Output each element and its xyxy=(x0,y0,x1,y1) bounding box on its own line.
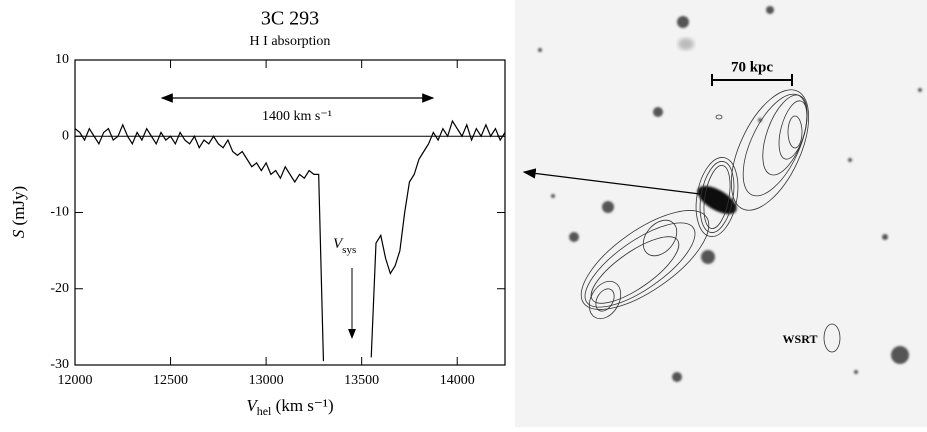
y-tick-label: -30 xyxy=(50,357,69,372)
radio-optical-image: 70 kpc WSRT xyxy=(515,0,927,427)
y-tick-label: -20 xyxy=(50,281,69,296)
pointer-arrow xyxy=(522,168,701,195)
text-part: (mJy) xyxy=(9,186,28,230)
text-part: S xyxy=(9,229,28,238)
x-axis-label: Vhel (km s⁻¹) xyxy=(246,396,333,418)
x-tick-label: 13500 xyxy=(344,373,379,388)
x-tick-label: 13000 xyxy=(249,373,284,388)
vsys-label: Vsys xyxy=(333,236,356,255)
beam-label: WSRT xyxy=(783,332,818,346)
x-tick-label: 14000 xyxy=(440,373,475,388)
x-tick-label: 12500 xyxy=(153,373,188,388)
text-part: sys xyxy=(342,244,356,256)
chart-subtitle: H I absorption xyxy=(250,34,331,49)
text-part: (km s⁻¹) xyxy=(271,396,333,415)
chart-title: 3C 293 xyxy=(261,8,319,30)
scale-label: 70 kpc xyxy=(731,59,773,75)
text-part: hel xyxy=(257,404,272,418)
spectrum-line xyxy=(74,119,506,362)
y-tick-label: 0 xyxy=(62,128,69,143)
text-part: V xyxy=(246,396,259,415)
text-part: V xyxy=(333,236,344,252)
width-label: 1400 km s⁻¹ xyxy=(262,109,332,124)
y-tick-label: 10 xyxy=(55,52,69,67)
x-tick-label: 12000 xyxy=(58,373,93,388)
y-tick-label: -10 xyxy=(50,205,69,220)
y-axis-label: S (mJy) xyxy=(9,186,28,238)
plot-frame xyxy=(74,59,506,366)
